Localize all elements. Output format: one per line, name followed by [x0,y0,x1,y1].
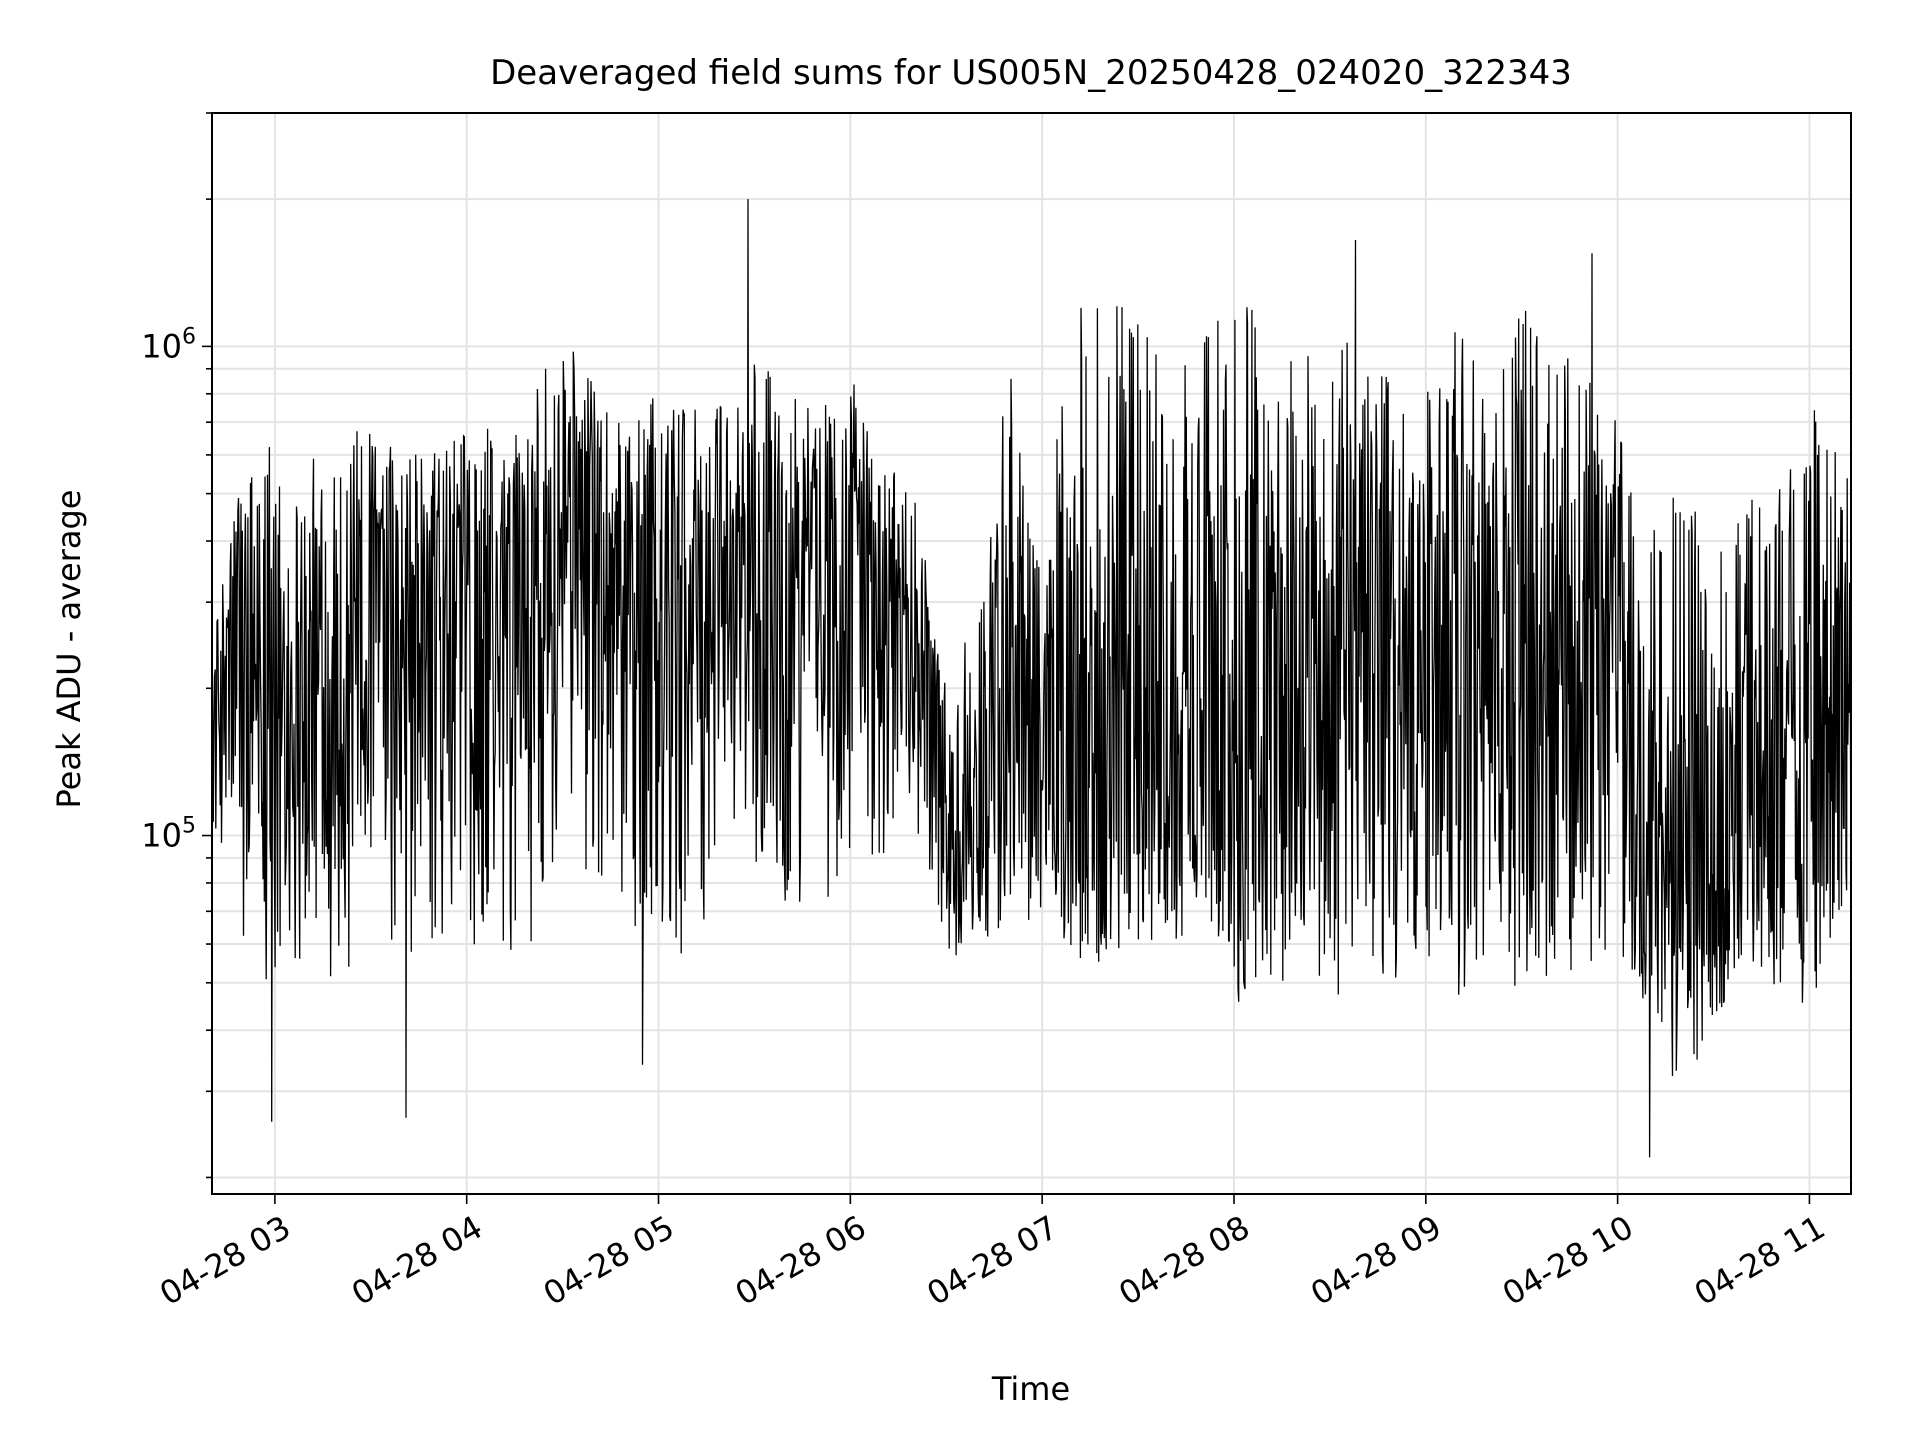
y-tick-label: 106 [141,324,196,365]
y-tick-label: 105 [141,814,196,855]
plot-frame [211,112,1852,1195]
y-axis-label: Peak ADU - average [50,490,88,809]
series-trace [211,199,1852,1158]
series-line [211,199,1852,1158]
x-axis-label: Time [991,1370,1070,1408]
chart-title: Deaveraged field sums for US005N_2025042… [490,53,1572,93]
y-axis-ticks: 105 106 [141,112,212,1179]
